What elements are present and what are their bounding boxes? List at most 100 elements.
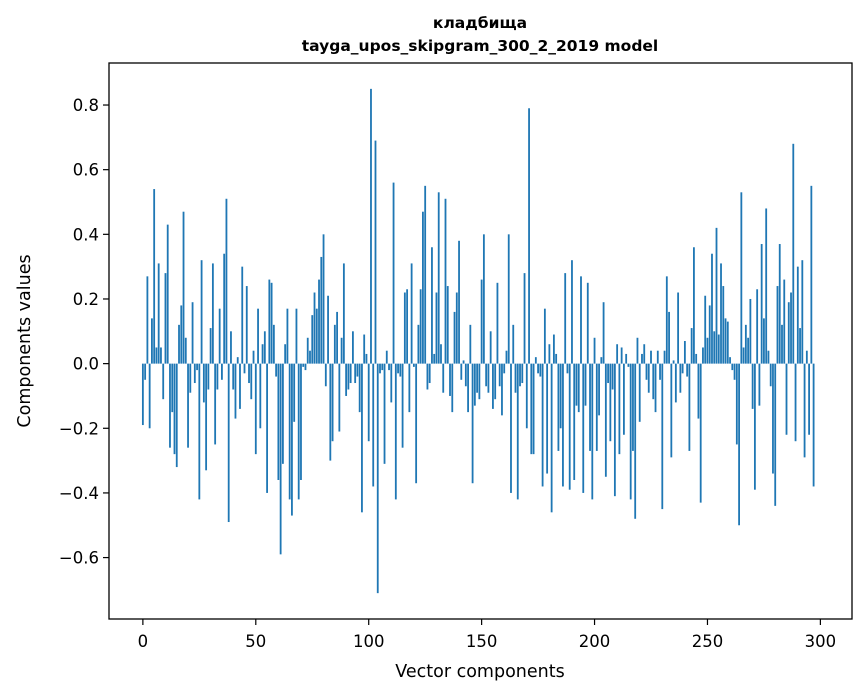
bar — [300, 363, 302, 480]
bar — [169, 363, 171, 448]
bar — [688, 363, 691, 451]
bar — [218, 308, 221, 364]
bar — [485, 363, 488, 387]
bar — [313, 292, 316, 364]
bar — [302, 363, 305, 367]
bar — [790, 292, 792, 364]
bar — [589, 363, 591, 451]
bar — [467, 363, 469, 413]
bar — [410, 263, 413, 364]
bar — [401, 363, 404, 448]
bar — [162, 363, 165, 400]
bar — [568, 363, 571, 490]
bar — [403, 292, 406, 364]
bar — [552, 334, 555, 364]
bar — [530, 363, 533, 455]
bar — [268, 279, 271, 364]
bar — [175, 363, 178, 468]
bar — [595, 363, 598, 451]
bar — [241, 266, 244, 364]
bar — [713, 331, 716, 364]
bar — [365, 353, 368, 364]
bar — [699, 363, 702, 503]
bar — [406, 289, 409, 364]
bar — [794, 363, 797, 442]
bar — [537, 363, 539, 374]
bar — [679, 363, 682, 393]
bar — [417, 324, 420, 364]
bar — [656, 350, 659, 364]
bar — [580, 276, 582, 364]
bar — [270, 282, 273, 364]
bar — [311, 315, 314, 364]
bar — [394, 363, 397, 500]
bar — [512, 324, 515, 364]
x-tick-label: 300 — [805, 632, 837, 651]
bar — [812, 363, 815, 487]
bar — [616, 344, 619, 364]
bar — [683, 341, 686, 364]
bar — [618, 363, 621, 455]
bar — [266, 363, 268, 493]
bar — [451, 363, 454, 413]
bar — [223, 253, 226, 364]
bar — [765, 208, 768, 364]
bar — [151, 318, 153, 364]
bar — [166, 224, 169, 364]
bar — [602, 302, 605, 364]
bar — [286, 308, 289, 364]
bar — [792, 143, 795, 364]
bar — [453, 311, 456, 364]
bar — [333, 324, 336, 364]
bar — [171, 363, 174, 413]
bar — [248, 363, 250, 384]
bar — [740, 192, 743, 364]
bar — [415, 363, 418, 484]
bar — [144, 363, 147, 380]
bar — [627, 363, 630, 367]
bar — [805, 350, 808, 364]
bar — [582, 363, 585, 493]
bar — [767, 350, 770, 364]
bar — [711, 253, 713, 364]
x-tick-label: 50 — [245, 632, 266, 651]
bar — [424, 185, 427, 364]
bar — [482, 234, 485, 364]
bar — [272, 324, 275, 364]
bar — [760, 244, 763, 364]
bar — [397, 363, 399, 374]
bar — [629, 363, 632, 500]
bar — [148, 363, 151, 429]
bar — [372, 363, 375, 487]
bar — [437, 192, 440, 364]
bar — [187, 363, 189, 448]
y-tick-label: −0.6 — [59, 549, 99, 568]
bar — [756, 289, 759, 364]
x-tick-label: 100 — [353, 632, 385, 651]
y-tick-label: −0.2 — [59, 419, 99, 438]
bar — [426, 363, 429, 390]
bar — [182, 211, 185, 364]
bar — [252, 350, 255, 364]
bar — [620, 347, 623, 364]
bar — [632, 363, 634, 451]
bar — [528, 108, 530, 364]
bar — [184, 337, 187, 364]
bar — [205, 363, 208, 471]
bar — [388, 363, 390, 371]
bar — [428, 363, 431, 384]
bar — [324, 363, 327, 387]
bar — [747, 337, 750, 364]
bar — [338, 363, 341, 432]
x-axis-label: Vector components — [395, 662, 564, 682]
bar — [383, 363, 386, 464]
bar — [690, 328, 693, 364]
bar — [358, 363, 361, 413]
bar — [591, 363, 594, 500]
bar — [160, 347, 162, 364]
bar — [295, 308, 298, 364]
bar — [674, 363, 677, 403]
bars-group — [141, 88, 815, 594]
bar — [708, 305, 711, 364]
